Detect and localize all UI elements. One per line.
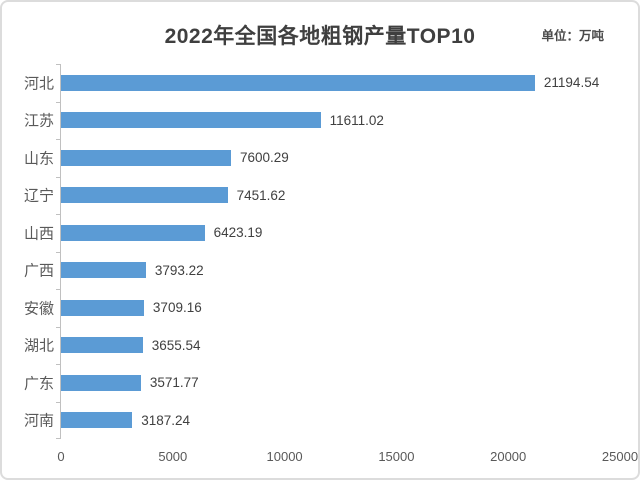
bar-track: 3709.16	[61, 299, 620, 316]
bar-track: 3571.77	[61, 374, 620, 391]
category-label: 广东	[23, 375, 54, 393]
bar-track: 11611.02	[61, 112, 620, 129]
bar	[61, 74, 535, 91]
axis-tick-mark	[56, 176, 61, 178]
axis-tick-mark	[56, 364, 61, 365]
value-label: 7600.29	[239, 150, 289, 166]
category-label: 河北	[23, 75, 54, 93]
axis-tick-mark	[56, 438, 61, 439]
axis-tick-mark	[56, 401, 61, 403]
value-label: 3793.22	[154, 262, 204, 278]
bar-row: 江苏 11611.02	[24, 102, 620, 140]
category-label: 湖北	[23, 337, 54, 355]
bar	[61, 299, 144, 316]
axis-tick-mark	[56, 214, 61, 215]
bar	[61, 374, 141, 391]
axis-tick-mark	[56, 251, 61, 253]
bar-row: 山东 7600.29	[24, 139, 620, 177]
bar	[61, 149, 231, 166]
category-label: 安徽	[23, 300, 54, 318]
category-label: 山西	[23, 225, 54, 243]
bar-track: 3793.22	[61, 262, 620, 279]
bar-row: 安徽 3709.16	[24, 289, 620, 327]
chart-header: 2022年全国各地粗钢产量TOP10 单位：万吨	[2, 18, 638, 52]
axis-tick-mark	[56, 326, 61, 328]
bar-row: 辽宁 7451.62	[24, 177, 620, 215]
bar-track: 21194.54	[61, 74, 620, 91]
x-tick-label: 10000	[266, 449, 303, 464]
bar-row: 湖北 3655.54	[24, 327, 620, 365]
x-tick-label: 0	[57, 449, 65, 464]
value-label: 3187.24	[141, 412, 191, 428]
bar	[61, 337, 143, 354]
x-tick-label: 25000	[601, 449, 639, 464]
bar	[61, 187, 228, 204]
bar-row: 河南 3187.24	[24, 402, 620, 440]
category-label: 山东	[23, 150, 54, 168]
value-label: 7451.62	[236, 187, 286, 203]
value-label: 11611.02	[329, 112, 384, 128]
bar-track: 7600.29	[61, 149, 620, 166]
axis-tick-mark	[56, 289, 61, 290]
bar-track: 3187.24	[61, 412, 620, 429]
value-label: 21194.54	[543, 75, 600, 91]
x-tick-label: 20000	[490, 449, 527, 464]
chart-title: 2022年全国各地粗钢产量TOP10	[164, 25, 476, 48]
unit-label: 单位：万吨	[541, 29, 604, 43]
bar-row: 广东 3571.77	[24, 364, 620, 402]
bar-row: 山西 6423.19	[24, 214, 620, 252]
value-label: 3571.77	[149, 375, 199, 391]
axis-tick-mark	[56, 101, 61, 103]
value-label: 3655.54	[151, 337, 201, 353]
axis-tick-mark	[56, 139, 61, 140]
category-label: 广西	[23, 262, 54, 280]
bar	[61, 224, 205, 241]
category-label: 辽宁	[23, 187, 54, 205]
category-label: 河南	[23, 412, 54, 430]
plot-area: 河北 21194.54 江苏 11611.02 山东 7600.29 辽宁 74…	[24, 64, 638, 464]
bar	[61, 412, 133, 429]
x-tick-label: 5000	[158, 449, 188, 464]
bar-row: 广西 3793.22	[24, 252, 620, 290]
bar-track: 3655.54	[61, 337, 620, 354]
bar-row: 河北 21194.54	[24, 64, 620, 102]
bar-track: 6423.19	[61, 224, 620, 241]
category-label: 江苏	[23, 112, 54, 130]
x-tick-label: 15000	[378, 449, 415, 464]
bar	[61, 262, 146, 279]
axis-tick-mark	[56, 64, 61, 65]
bar	[61, 112, 321, 129]
value-label: 3709.16	[152, 300, 202, 316]
value-label: 6423.19	[213, 225, 263, 241]
bar-track: 7451.62	[61, 187, 620, 204]
